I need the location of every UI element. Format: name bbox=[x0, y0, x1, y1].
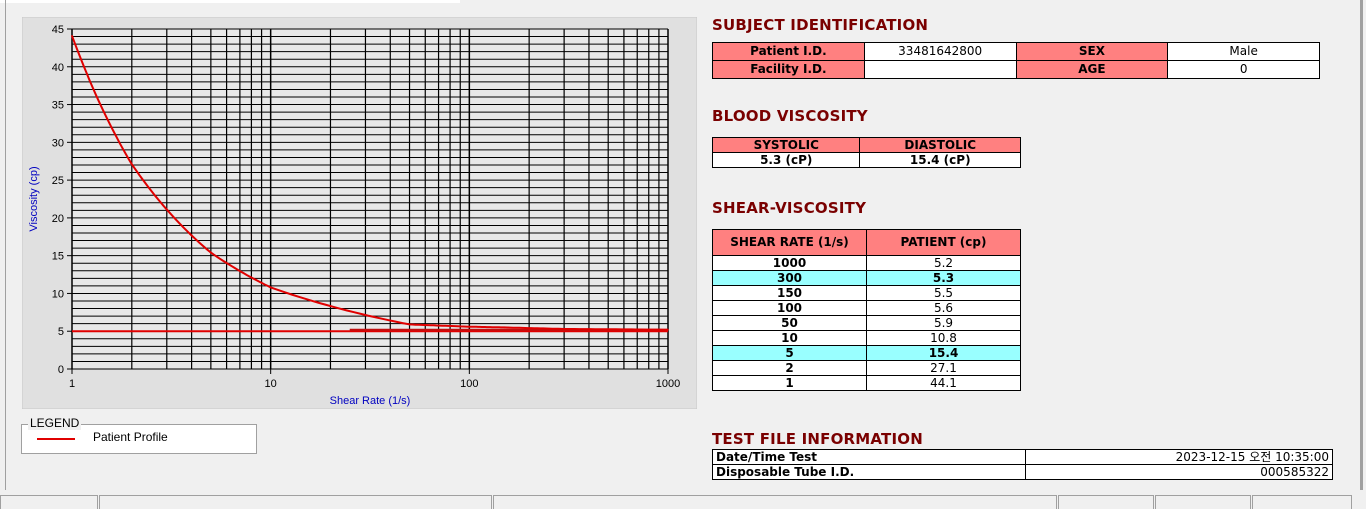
sex-label: SEX bbox=[1015, 42, 1169, 61]
shear-rate-header: SHEAR RATE (1/s) bbox=[712, 229, 867, 256]
patient-id-label: Patient I.D. bbox=[712, 42, 865, 61]
data-point bbox=[210, 251, 212, 254]
y-tick-label: 0 bbox=[58, 364, 64, 376]
plot-area bbox=[72, 29, 668, 369]
divider bbox=[5, 0, 6, 490]
y-tick-label: 15 bbox=[52, 251, 64, 263]
shear-rate-cell: 10 bbox=[712, 330, 867, 346]
legend-title: LEGEND bbox=[28, 416, 82, 430]
sex-value: Male bbox=[1167, 42, 1320, 61]
systolic-value: 5.3 (cP) bbox=[711, 152, 861, 168]
patient-value-cell: 10.8 bbox=[866, 330, 1021, 346]
diastolic-value: 15.4 (cP) bbox=[859, 152, 1021, 168]
shear-row: 50 5.9 bbox=[712, 315, 1021, 331]
shear-viscosity-table: SHEAR RATE (1/s) PATIENT (cp) 1000 5.2 300… bbox=[712, 229, 1021, 391]
patient-value-cell: 5.5 bbox=[866, 285, 1021, 301]
shear-row: 5 15.4 bbox=[712, 345, 1021, 361]
shear-rate-cell: 300 bbox=[712, 270, 867, 286]
tube-id-label: Disposable Tube I.D. bbox=[712, 464, 1026, 480]
tube-id-value: 000585322 bbox=[1025, 464, 1333, 480]
facility-id-value bbox=[863, 60, 1017, 79]
age-value: 0 bbox=[1167, 60, 1320, 79]
patient-value-cell: 15.4 bbox=[866, 345, 1021, 361]
shear-row: 100 5.6 bbox=[712, 300, 1021, 316]
y-axis-label: Viscosity (cp) bbox=[28, 166, 40, 231]
legend: LEGEND Patient Profile bbox=[21, 416, 257, 454]
y-tick-label: 35 bbox=[52, 100, 64, 112]
shear-row: 2 27.1 bbox=[712, 360, 1021, 376]
y-tick-label: 25 bbox=[52, 175, 64, 187]
status-segment bbox=[1252, 495, 1352, 509]
section-title-test-file: TEST FILE INFORMATION bbox=[712, 430, 923, 448]
data-point bbox=[503, 326, 506, 329]
patient-value-cell: 5.6 bbox=[866, 300, 1021, 316]
y-tick-label: 10 bbox=[52, 288, 64, 300]
patient-id-value: 33481642800 bbox=[863, 42, 1017, 61]
shear-rate-cell: 5 bbox=[712, 345, 867, 361]
facility-id-label: Facility I.D. bbox=[712, 60, 865, 79]
shear-row: 150 5.5 bbox=[712, 285, 1021, 301]
status-segment bbox=[99, 495, 492, 509]
shear-row: 10 10.8 bbox=[712, 330, 1021, 346]
test-file-table: Date/Time Test 2023-12-15 오전 10:35:00 Di… bbox=[712, 449, 1333, 480]
datetime-value: 2023-12-15 오전 10:35:00 bbox=[1025, 449, 1333, 465]
status-segment bbox=[493, 495, 1057, 509]
data-point bbox=[408, 323, 411, 326]
legend-label: Patient Profile bbox=[93, 430, 168, 444]
section-title-shear-viscosity: SHEAR-VISCOSITY bbox=[712, 199, 867, 217]
patient-value-cell: 44.1 bbox=[866, 375, 1021, 391]
data-point bbox=[667, 328, 669, 331]
patient-header: PATIENT (cp) bbox=[866, 229, 1021, 256]
viscosity-chart: 0 5 10 15 20 25 30 35 40 45 1 10 100 1000 Viscosity (… bbox=[22, 17, 697, 409]
y-tick-label: 5 bbox=[58, 326, 64, 338]
subject-table: Patient I.D. 33481642800 SEX Male Facili… bbox=[712, 42, 1320, 79]
data-point bbox=[563, 328, 565, 330]
diastolic-label: DIASTOLIC bbox=[859, 137, 1021, 153]
shear-rate-cell: 100 bbox=[712, 300, 867, 316]
status-segment bbox=[1058, 495, 1154, 509]
shear-rate-cell: 50 bbox=[712, 315, 867, 331]
x-tick-label: 100 bbox=[460, 378, 478, 390]
top-strip bbox=[0, 0, 460, 3]
patient-value-cell: 5.9 bbox=[866, 315, 1021, 331]
section-title-subject: SUBJECT IDENTIFICATION bbox=[712, 16, 929, 34]
data-point bbox=[71, 35, 73, 37]
scrollbar[interactable] bbox=[1360, 0, 1363, 490]
shear-rate-cell: 150 bbox=[712, 285, 867, 301]
y-tick-label: 20 bbox=[52, 213, 64, 225]
shear-row: 300 5.3 bbox=[712, 270, 1021, 286]
x-tick-label: 1000 bbox=[656, 378, 680, 390]
data-point bbox=[269, 286, 272, 289]
data-point bbox=[468, 325, 471, 328]
x-tick-label: 10 bbox=[265, 378, 277, 390]
x-tick-label: 1 bbox=[69, 378, 75, 390]
blood-viscosity-table: SYSTOLIC DIASTOLIC 5.3 (cP) 15.4 (cP) bbox=[711, 137, 1021, 168]
age-label: AGE bbox=[1015, 60, 1169, 79]
y-tick-label: 45 bbox=[52, 24, 64, 36]
shear-rate-cell: 1 bbox=[712, 375, 867, 391]
datetime-label: Date/Time Test bbox=[712, 449, 1026, 465]
shear-rate-cell: 2 bbox=[712, 360, 867, 376]
shear-rate-cell: 1000 bbox=[712, 255, 867, 271]
y-tick-label: 30 bbox=[52, 137, 64, 149]
shear-row: 1 44.1 bbox=[712, 375, 1021, 391]
status-segment bbox=[1155, 495, 1251, 509]
section-title-blood-viscosity: BLOOD VISCOSITY bbox=[712, 107, 868, 125]
patient-value-cell: 27.1 bbox=[866, 360, 1021, 376]
x-axis-label: Shear Rate (1/s) bbox=[330, 395, 411, 407]
shear-row: 1000 5.2 bbox=[712, 255, 1021, 271]
patient-value-cell: 5.2 bbox=[866, 255, 1021, 271]
patient-value-cell: 5.3 bbox=[866, 270, 1021, 286]
status-segment bbox=[0, 495, 98, 509]
data-point bbox=[131, 163, 133, 166]
legend-swatch bbox=[37, 438, 75, 440]
y-tick-label: 40 bbox=[52, 62, 64, 74]
systolic-label: SYSTOLIC bbox=[711, 137, 861, 153]
